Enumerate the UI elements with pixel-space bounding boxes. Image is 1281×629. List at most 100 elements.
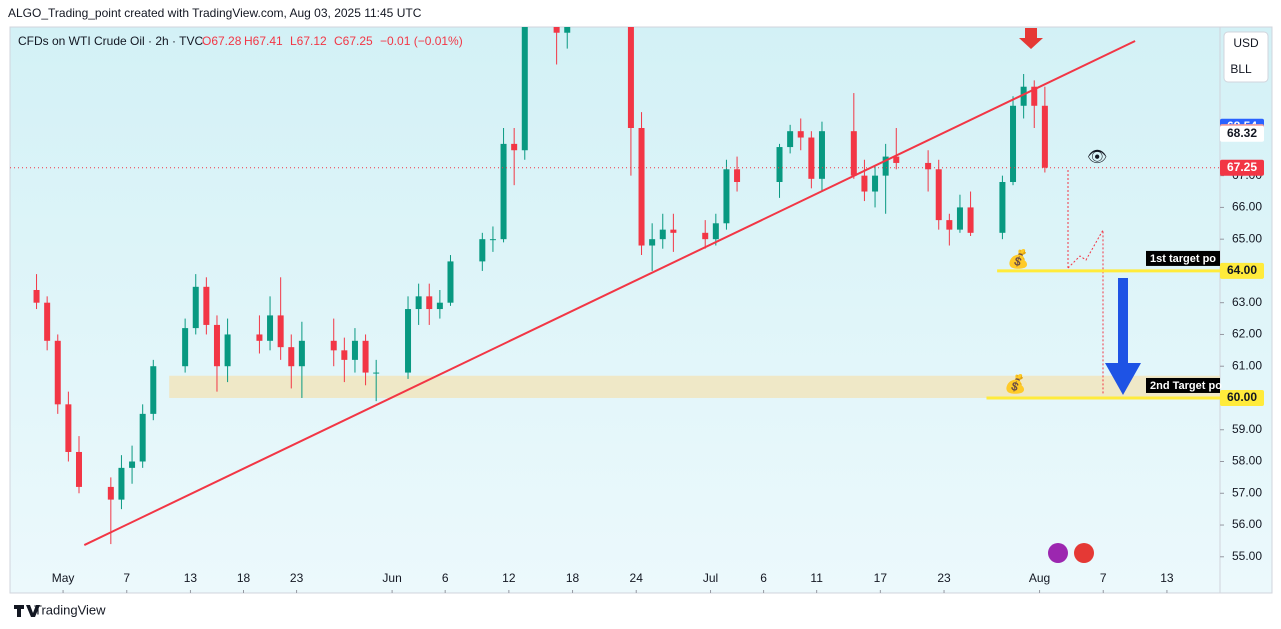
candle-body	[776, 147, 783, 182]
x-tick-label: 13	[1160, 571, 1174, 585]
candle-body	[118, 467, 125, 500]
candle-body	[75, 451, 82, 487]
candle-body	[946, 220, 953, 230]
candle-body	[511, 143, 518, 151]
symbol: CFDs on WTI Crude Oil · 2h · TVC	[18, 34, 203, 48]
candle-body	[967, 207, 974, 233]
y-tick-label: 61.00	[1232, 358, 1262, 372]
candle-body	[415, 296, 422, 310]
candle-body	[808, 137, 815, 179]
candle-body	[670, 229, 677, 233]
candle-body	[267, 315, 274, 341]
target-box	[1146, 377, 1220, 393]
ohlc-low: L67.12	[290, 34, 327, 48]
ohlc-high: H67.41	[244, 34, 283, 48]
candle-body	[65, 404, 72, 452]
candle-body	[479, 239, 486, 262]
x-tick-label: 24	[630, 571, 644, 585]
candle-body	[861, 175, 868, 192]
candle-body	[341, 350, 348, 360]
legend: CFDs on WTI Crude Oil · 2h · TVC O67.28 …	[18, 34, 463, 48]
candle-body	[426, 296, 433, 310]
y-tick-label: 55.00	[1232, 549, 1262, 563]
trendline	[83, 40, 1136, 546]
candle-body	[192, 286, 199, 329]
x-tick-label: 23	[290, 571, 304, 585]
eye-icon: 👁	[1087, 149, 1107, 166]
x-tick-label: 23	[937, 571, 951, 585]
candle-body	[893, 156, 900, 163]
target-box	[1146, 250, 1220, 266]
candle-body	[182, 328, 189, 367]
y-tick-label: 66.00	[1232, 200, 1262, 214]
candle-body	[256, 334, 263, 341]
x-tick-label: 18	[237, 571, 251, 585]
projection-path	[1067, 170, 1104, 395]
candle-body	[723, 169, 730, 224]
y-tick-label: 65.00	[1232, 231, 1262, 245]
candle-body	[787, 131, 794, 148]
candle-body	[659, 229, 666, 240]
currency-box[interactable]	[1223, 31, 1269, 83]
footer: TradingView	[34, 602, 106, 617]
candle-body	[872, 175, 879, 192]
candle-body	[405, 309, 412, 373]
red-arrow	[1019, 28, 1043, 49]
y-tick-label: 57.00	[1232, 485, 1262, 499]
x-tick-label: 7	[1100, 571, 1107, 585]
ohlc-open: O67.28	[202, 34, 242, 48]
price-badge	[1220, 389, 1264, 406]
candle-body	[521, 27, 528, 151]
flag-icon[interactable]	[1074, 543, 1094, 563]
candle-body	[150, 366, 157, 414]
candle-body	[553, 27, 560, 33]
plot	[33, 27, 1220, 545]
candle-body	[999, 181, 1006, 233]
candle-body	[33, 289, 40, 303]
price-badge-label: 64.00	[1227, 263, 1257, 277]
candle-body	[935, 169, 942, 221]
x-tick-label: 17	[874, 571, 888, 585]
candle-body	[734, 169, 741, 182]
price-badge	[1220, 159, 1264, 176]
candle-body	[850, 131, 857, 176]
candle-body	[213, 324, 220, 367]
support-zone	[169, 375, 1220, 398]
event-icon[interactable]	[1048, 543, 1068, 563]
candle-body	[330, 340, 337, 351]
candle-body	[129, 461, 136, 468]
money-icon: 💰	[1004, 373, 1026, 395]
candle-body	[139, 413, 146, 462]
candle-body	[1010, 105, 1017, 182]
x-tick-label: 18	[566, 571, 580, 585]
candle-body	[882, 156, 889, 176]
candle-body	[702, 232, 709, 240]
y-tick-label: 58.00	[1232, 454, 1262, 468]
candle-body	[649, 239, 656, 246]
button-bll[interactable]: BLL	[1230, 62, 1252, 76]
ohlc-close: C67.25	[334, 34, 373, 48]
x-tick-label: Jul	[703, 571, 718, 585]
x-tick-label: 6	[760, 571, 767, 585]
candle-body	[925, 162, 932, 170]
plot-area	[9, 26, 1273, 594]
candle-body	[277, 315, 284, 348]
candle-body	[564, 27, 571, 33]
x-tick-label: 11	[810, 571, 823, 585]
x-tick-label: Jun	[382, 571, 401, 585]
price-badge-label: 67.25	[1227, 160, 1257, 174]
y-tick-label: 56.00	[1232, 517, 1262, 531]
button-usd[interactable]: USD	[1233, 36, 1259, 50]
candle-body	[203, 286, 210, 325]
candle-body	[298, 340, 305, 367]
candle-body	[107, 486, 114, 500]
candle-body	[638, 128, 645, 246]
candle-body	[373, 372, 380, 374]
candle-body	[362, 340, 369, 373]
price-badge-label: 68.32	[1227, 126, 1257, 140]
x-tick-label: 12	[502, 571, 516, 585]
candle-body	[288, 347, 295, 367]
ohlc-change: −0.01 (−0.01%)	[380, 34, 463, 48]
candle-body	[436, 302, 443, 310]
